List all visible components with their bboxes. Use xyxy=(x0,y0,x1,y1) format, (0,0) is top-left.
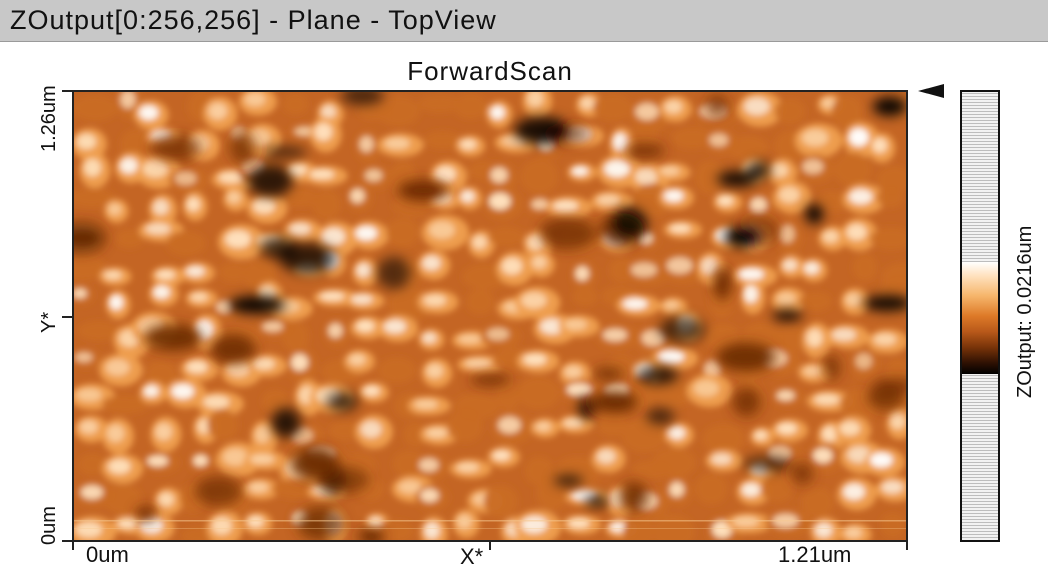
y-tick-top xyxy=(62,90,72,92)
y-axis-max-label: 1.26um xyxy=(38,85,60,152)
colorbar-marker-arrow-icon[interactable] xyxy=(918,84,944,98)
scan-title: ForwardScan xyxy=(407,56,573,86)
y-tick-mid xyxy=(62,316,72,318)
y-tick-bottom xyxy=(62,540,72,542)
color-scale-bar[interactable] xyxy=(960,90,1000,542)
window-title: ZOutput[0:256,256] - Plane - TopView xyxy=(10,5,497,35)
window-titlebar: ZOutput[0:256,256] - Plane - TopView xyxy=(0,0,1048,42)
y-axis-title: Y* xyxy=(38,311,60,333)
y-axis-min-label: 0um xyxy=(38,506,60,545)
x-axis-max-label: 1.21um xyxy=(778,542,852,567)
x-tick-mid xyxy=(489,540,491,550)
color-scale-gradient xyxy=(962,262,998,374)
afm-topography-image[interactable] xyxy=(72,90,908,542)
x-axis-min-label: 0um xyxy=(86,542,129,567)
x-axis-title: X* xyxy=(460,544,484,569)
x-tick-left xyxy=(72,540,74,550)
x-tick-right xyxy=(906,540,908,550)
afm-image-svg xyxy=(74,92,906,540)
z-range-label: ZOutput: 0.0216um xyxy=(1014,225,1036,398)
